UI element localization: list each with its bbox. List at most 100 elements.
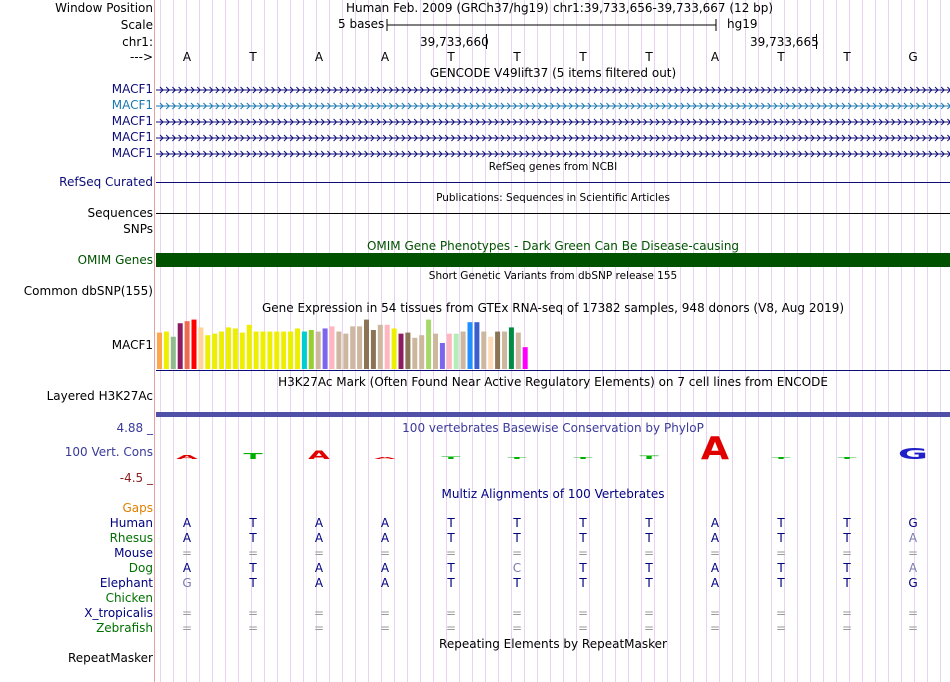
gtex-tissue-bar[interactable] — [419, 335, 425, 369]
refseq-gene-line[interactable] — [156, 182, 950, 183]
gtex-tissue-bar[interactable] — [212, 333, 218, 369]
gtex-tissue-bar[interactable] — [232, 328, 238, 369]
multiz-base: T — [447, 561, 455, 575]
gencode-transcript-label[interactable]: MACF1 — [111, 130, 153, 144]
gencode-transcript-intron[interactable] — [156, 86, 950, 94]
gtex-tissue-bar[interactable] — [336, 331, 342, 369]
gtex-tissue-bar[interactable] — [405, 332, 411, 369]
dbsnp-title: Short Genetic Variants from dbSNP releas… — [428, 270, 678, 282]
phylop-ymin: -4.5 _ — [119, 471, 153, 485]
gtex-tissue-bar[interactable] — [246, 324, 252, 369]
gtex-tissue-bar[interactable] — [502, 331, 507, 369]
gtex-tissue-bar[interactable] — [205, 335, 211, 369]
gtex-tissue-bar[interactable] — [377, 324, 383, 369]
gtex-tissue-bar[interactable] — [239, 332, 245, 369]
gtex-tissue-bar[interactable] — [253, 331, 259, 369]
gtex-tissue-bar[interactable] — [226, 327, 231, 369]
gtex-tissue-bar[interactable] — [433, 333, 438, 369]
gtex-tissue-bar[interactable] — [322, 328, 328, 369]
gencode-transcript-intron[interactable] — [156, 118, 950, 126]
omim-label[interactable]: OMIM Genes — [77, 253, 153, 267]
gtex-tissue-bar[interactable] — [157, 332, 162, 369]
repeatmasker-label[interactable]: RepeatMasker — [67, 651, 153, 665]
base-letter: A — [710, 50, 720, 64]
multiz-species-label[interactable]: Rhesus — [109, 531, 153, 545]
gtex-tissue-bar[interactable] — [522, 347, 528, 369]
gtex-tissue-bar[interactable] — [170, 336, 176, 369]
h3k27ac-label[interactable]: Layered H3K27Ac — [46, 389, 153, 403]
multiz-base: = — [709, 606, 721, 620]
gtex-tissue-bar[interactable] — [191, 319, 197, 369]
gencode-transcript-intron[interactable] — [156, 134, 950, 142]
phylop-label[interactable]: 100 Vert. Cons — [64, 445, 153, 459]
gtex-tissue-bar[interactable] — [412, 337, 418, 369]
gtex-tissue-bar[interactable] — [370, 330, 376, 369]
gtex-label[interactable]: MACF1 — [111, 338, 153, 352]
gtex-tissue-bar[interactable] — [439, 343, 445, 369]
multiz-base: G — [182, 576, 192, 590]
gencode-transcript-label[interactable]: MACF1 — [111, 114, 153, 128]
gtex-tissue-bar[interactable] — [467, 322, 473, 369]
publications-line[interactable] — [156, 213, 950, 214]
multiz-species-label[interactable]: Mouse — [114, 546, 153, 560]
publications-label[interactable]: Sequences — [87, 206, 153, 220]
gtex-tissue-bar[interactable] — [384, 324, 390, 369]
gtex-tissue-bar[interactable] — [315, 331, 321, 369]
multiz-species-label[interactable]: Zebrafish — [96, 621, 153, 635]
gtex-tissue-bar[interactable] — [260, 331, 266, 369]
dbsnp-label[interactable]: Common dbSNP(155) — [23, 284, 153, 298]
multiz-species-label[interactable]: X_tropicalis — [84, 606, 153, 620]
gencode-transcript-intron[interactable] — [156, 102, 950, 110]
gtex-tissue-bar[interactable] — [288, 331, 294, 369]
gencode-transcript-label[interactable]: MACF1 — [111, 98, 153, 112]
gtex-tissue-bar[interactable] — [481, 331, 487, 369]
gtex-tissue-bar[interactable] — [343, 333, 349, 369]
gtex-tissue-bar[interactable] — [398, 333, 404, 369]
gtex-tissue-bar[interactable] — [364, 319, 369, 369]
gtex-tissue-bar[interactable] — [184, 321, 190, 369]
gtex-bar-chart[interactable] — [156, 316, 556, 372]
gtex-tissue-bar[interactable] — [274, 331, 280, 369]
gtex-tissue-bar[interactable] — [281, 331, 287, 369]
grid-line — [862, 0, 863, 682]
gtex-tissue-bar[interactable] — [453, 333, 459, 369]
omim-phenotype-bar[interactable] — [156, 253, 950, 267]
gencode-transcript-label[interactable]: MACF1 — [111, 82, 153, 96]
gtex-tissue-bar[interactable] — [357, 326, 363, 369]
gencode-transcript-label[interactable]: MACF1 — [111, 146, 153, 160]
phylop-score-letter: T — [243, 452, 262, 461]
gtex-tissue-bar[interactable] — [219, 331, 225, 369]
gtex-tissue-bar[interactable] — [446, 333, 452, 369]
gtex-tissue-bar[interactable] — [163, 331, 169, 369]
gtex-tissue-bar[interactable] — [391, 328, 397, 369]
h3k27ac-signal[interactable] — [156, 412, 950, 417]
gtex-tissue-bar[interactable] — [460, 331, 466, 369]
multiz-species-label[interactable]: Elephant — [99, 576, 153, 590]
refseq-label[interactable]: RefSeq Curated — [59, 175, 153, 189]
gtex-tissue-bar[interactable] — [515, 332, 521, 369]
multiz-species-label[interactable]: Human — [109, 516, 153, 530]
gtex-tissue-bar[interactable] — [295, 328, 300, 369]
multiz-base: A — [380, 576, 390, 590]
multiz-species-label[interactable]: Chicken — [105, 591, 153, 605]
snps-label[interactable]: SNPs — [123, 222, 153, 236]
gtex-gene-line — [156, 370, 950, 371]
gtex-tissue-bar[interactable] — [198, 327, 204, 369]
gtex-tissue-bar[interactable] — [495, 331, 501, 369]
gtex-tissue-bar[interactable] — [488, 336, 494, 369]
grid-line — [823, 0, 824, 682]
gtex-tissue-bar[interactable] — [508, 327, 514, 369]
gtex-tissue-bar[interactable] — [301, 331, 307, 369]
gencode-transcript-intron[interactable] — [156, 150, 950, 158]
multiz-species-label[interactable]: Dog — [128, 561, 153, 575]
gtex-tissue-bar[interactable] — [426, 319, 432, 369]
gtex-tissue-bar[interactable] — [350, 326, 356, 369]
gtex-tissue-bar[interactable] — [177, 323, 183, 369]
gtex-tissue-bar[interactable] — [267, 331, 273, 369]
gtex-tissue-bar[interactable] — [308, 330, 314, 369]
phylop-score-letter: A — [701, 431, 729, 467]
gtex-tissue-bar[interactable] — [329, 326, 335, 369]
gtex-tissue-bar[interactable] — [474, 322, 480, 369]
multiz-base: C — [512, 561, 522, 575]
